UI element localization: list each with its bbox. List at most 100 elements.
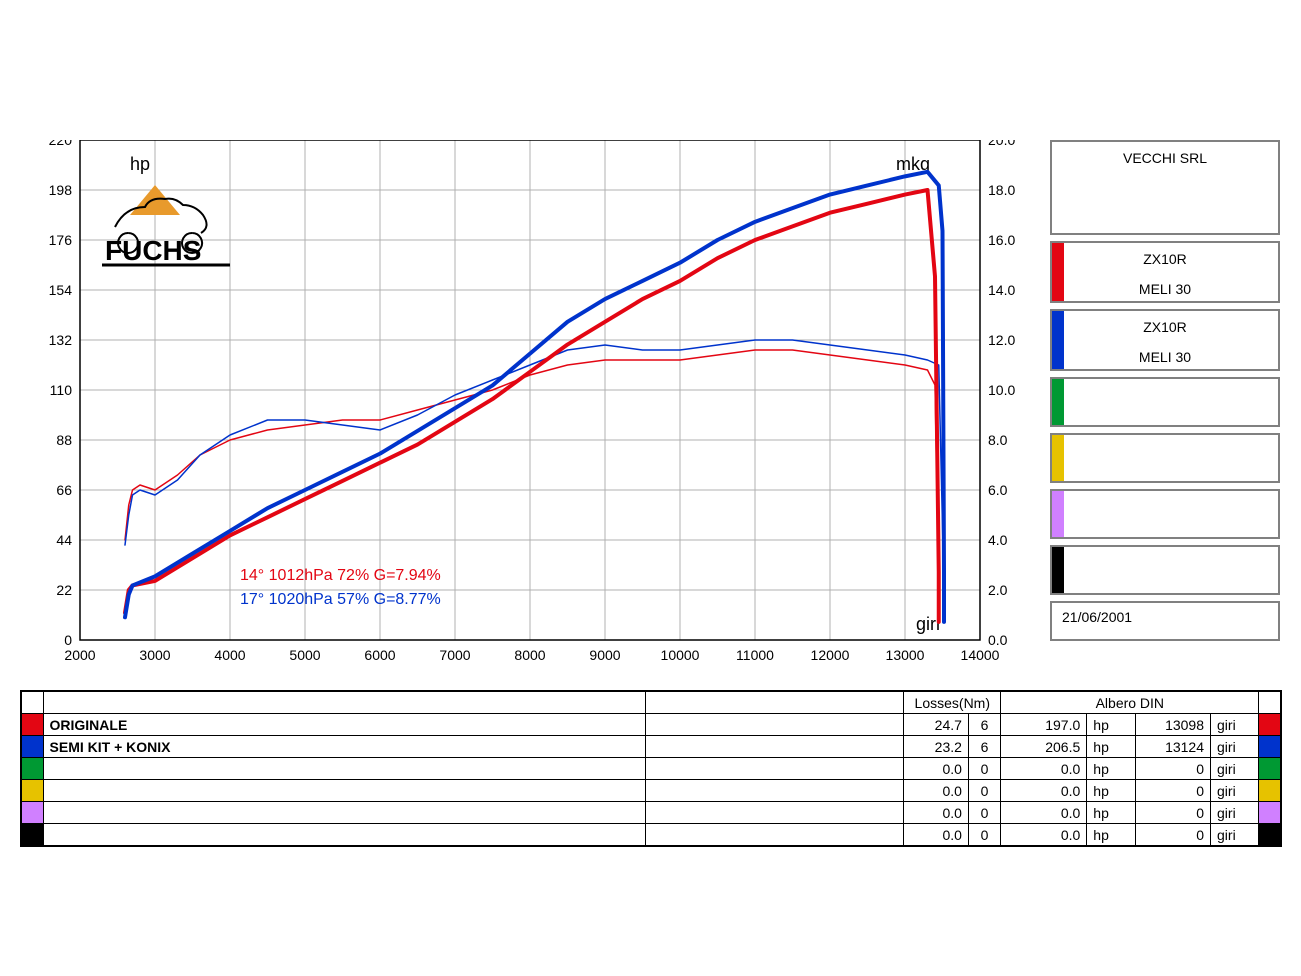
row-spacer — [646, 736, 904, 758]
svg-text:154: 154 — [49, 282, 73, 298]
svg-text:220: 220 — [49, 140, 73, 148]
svg-text:20.0: 20.0 — [988, 140, 1015, 148]
svg-text:hp: hp — [130, 154, 150, 174]
svg-text:4.0: 4.0 — [988, 532, 1008, 548]
table-row: 0.000.0hp0giri — [22, 802, 1281, 824]
col-label — [43, 692, 646, 714]
svg-text:176: 176 — [49, 232, 73, 248]
side-run-box: ZX10RMELI 30 — [1050, 309, 1280, 371]
svg-text:2000: 2000 — [64, 647, 95, 663]
row-spacer — [646, 802, 904, 824]
row-losses: 23.2 — [904, 736, 969, 758]
row-label — [43, 824, 646, 846]
row-losses-col: 0 — [968, 758, 1000, 780]
side-run-box — [1050, 433, 1280, 483]
row-label — [43, 780, 646, 802]
table-row: ORIGINALE24.76197.0hp13098giri — [22, 714, 1281, 736]
side-line1: ZX10R — [1052, 251, 1278, 267]
side-date-box: 21/06/2001 — [1050, 601, 1280, 641]
row-spacer — [646, 758, 904, 780]
row-swatch-l — [22, 780, 44, 802]
svg-text:10000: 10000 — [661, 647, 700, 663]
row-hp: 0.0 — [1001, 824, 1087, 846]
svg-text:7000: 7000 — [439, 647, 470, 663]
col-swatch-r — [1259, 692, 1281, 714]
row-losses-col: 0 — [968, 824, 1000, 846]
row-spacer — [646, 714, 904, 736]
svg-text:14.0: 14.0 — [988, 282, 1015, 298]
row-label: SEMI KIT + KONIX — [43, 736, 646, 758]
svg-text:22: 22 — [56, 582, 72, 598]
svg-text:66: 66 — [56, 482, 72, 498]
side-swatch — [1052, 243, 1064, 301]
row-swatch-l — [22, 758, 44, 780]
side-header-box: VECCHI SRL — [1050, 140, 1280, 235]
results-table: Losses(Nm) Albero DIN ORIGINALE24.76197.… — [20, 690, 1282, 847]
side-line1: ZX10R — [1052, 319, 1278, 335]
row-hp-unit: hp — [1087, 736, 1135, 758]
row-swatch-l — [22, 802, 44, 824]
side-swatch — [1052, 491, 1064, 537]
col-swatch — [22, 692, 44, 714]
row-rpm: 13124 — [1135, 736, 1210, 758]
row-hp-unit: hp — [1087, 824, 1135, 846]
row-swatch-l — [22, 714, 44, 736]
svg-text:12000: 12000 — [811, 647, 850, 663]
row-swatch-r — [1259, 736, 1281, 758]
row-hp-unit: hp — [1087, 714, 1135, 736]
row-losses-col: 6 — [968, 736, 1000, 758]
row-rpm: 0 — [1135, 758, 1210, 780]
svg-text:12.0: 12.0 — [988, 332, 1015, 348]
row-losses: 24.7 — [904, 714, 969, 736]
row-hp: 0.0 — [1001, 758, 1087, 780]
row-rpm-unit: giri — [1211, 802, 1259, 824]
row-losses: 0.0 — [904, 824, 969, 846]
row-swatch-l — [22, 824, 44, 846]
row-label — [43, 802, 646, 824]
svg-text:198: 198 — [49, 182, 73, 198]
table-row: 0.000.0hp0giri — [22, 824, 1281, 846]
svg-text:5000: 5000 — [289, 647, 320, 663]
svg-text:6000: 6000 — [364, 647, 395, 663]
row-rpm-unit: giri — [1211, 780, 1259, 802]
side-run-box — [1050, 545, 1280, 595]
side-header-text: VECCHI SRL — [1052, 150, 1278, 166]
svg-text:110: 110 — [50, 382, 73, 398]
side-run-box — [1050, 489, 1280, 539]
col-losses-header: Losses(Nm) — [904, 692, 1001, 714]
row-losses: 0.0 — [904, 802, 969, 824]
row-hp: 0.0 — [1001, 780, 1087, 802]
table-row: 0.000.0hp0giri — [22, 780, 1281, 802]
svg-text:132: 132 — [49, 332, 73, 348]
side-run-box: ZX10R MELI 30 — [1050, 241, 1280, 303]
svg-text:0: 0 — [64, 632, 72, 648]
side-swatch — [1052, 547, 1064, 593]
row-swatch-r — [1259, 802, 1281, 824]
row-rpm-unit: giri — [1211, 758, 1259, 780]
row-losses-col: 0 — [968, 780, 1000, 802]
row-rpm: 0 — [1135, 802, 1210, 824]
svg-text:10.0: 10.0 — [988, 382, 1015, 398]
svg-text:6.0: 6.0 — [988, 482, 1008, 498]
svg-text:0.0: 0.0 — [988, 632, 1008, 648]
row-rpm: 0 — [1135, 824, 1210, 846]
dyno-chart: 2000300040005000600070008000900010000110… — [20, 140, 1040, 670]
row-rpm-unit: giri — [1211, 824, 1259, 846]
row-rpm-unit: giri — [1211, 736, 1259, 758]
svg-text:17° 1020hPa 57% G=8.77%: 17° 1020hPa 57% G=8.77% — [240, 591, 441, 608]
side-line2: MELI 30 — [1052, 281, 1278, 297]
row-losses-col: 6 — [968, 714, 1000, 736]
svg-text:giri: giri — [916, 614, 940, 634]
col-spacer — [646, 692, 904, 714]
svg-text:44: 44 — [56, 532, 72, 548]
side-swatch — [1052, 311, 1064, 369]
row-losses: 0.0 — [904, 780, 969, 802]
side-swatch — [1052, 435, 1064, 481]
row-hp-unit: hp — [1087, 758, 1135, 780]
row-rpm-unit: giri — [1211, 714, 1259, 736]
side-panel: VECCHI SRL ZX10RMELI 30ZX10RMELI 30 21/0… — [1050, 140, 1280, 641]
row-swatch-r — [1259, 824, 1281, 846]
svg-text:11000: 11000 — [736, 647, 774, 663]
side-swatch — [1052, 379, 1064, 425]
row-losses-col: 0 — [968, 802, 1000, 824]
